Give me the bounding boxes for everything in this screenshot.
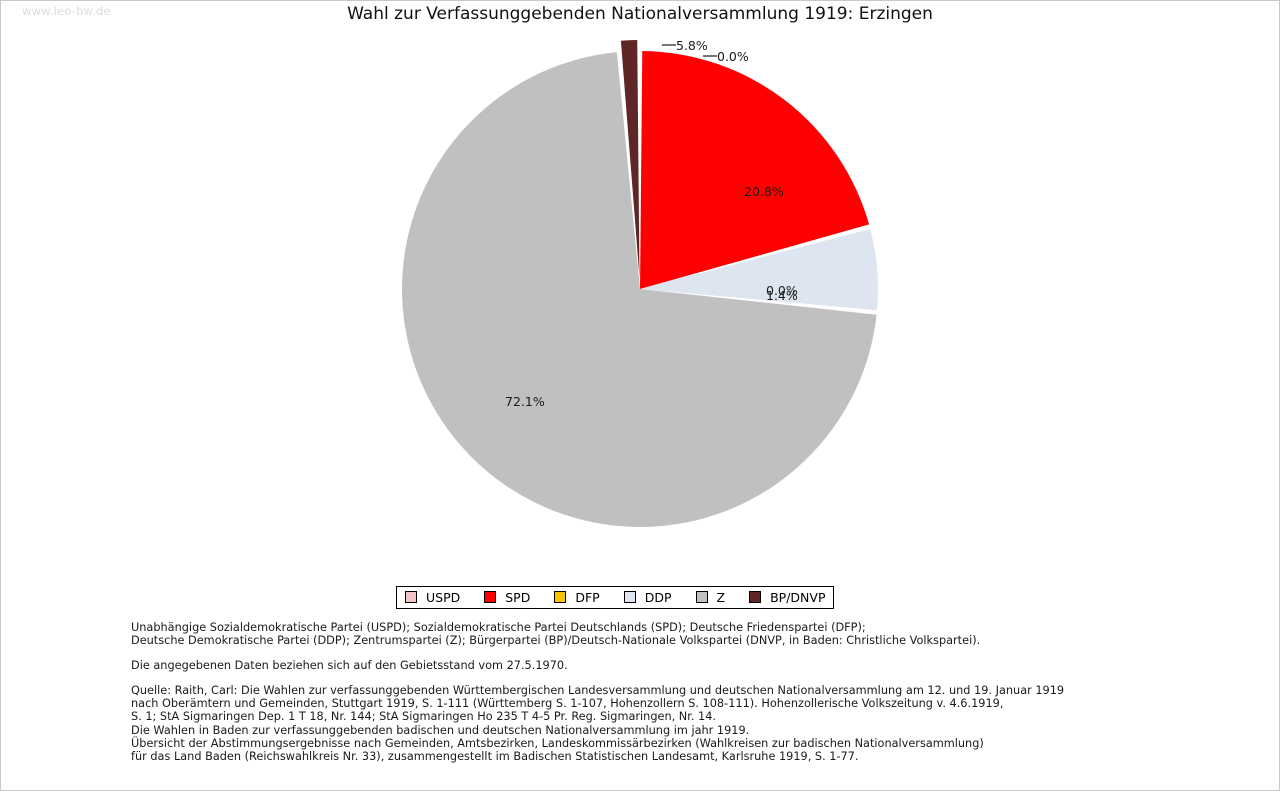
pie-chart-svg xyxy=(401,40,878,528)
footnote-line: Übersicht der Abstimmungsergebnisse nach… xyxy=(131,736,984,750)
legend-label: SPD xyxy=(505,589,531,605)
legend-label: USPD xyxy=(426,589,461,605)
slice-label-bpdnvp: 1.4% xyxy=(766,288,798,303)
slice-label-z: 72.1% xyxy=(505,394,545,409)
legend-entry-spd[interactable]: SPD xyxy=(484,590,530,605)
legend-label: Z xyxy=(716,589,726,605)
chart-title: Wahl zur Verfassunggebenden Nationalvers… xyxy=(347,4,933,24)
pie-leader-lines xyxy=(662,44,717,57)
footnote-block: Quelle: Raith, Carl: Die Wahlen zur verf… xyxy=(131,684,1191,763)
pie-slice-ddp[interactable] xyxy=(640,228,878,311)
legend-swatch-icon xyxy=(749,591,762,603)
footnote-block: Die angegebenen Daten beziehen sich auf … xyxy=(131,659,1191,672)
footnote-line: nach Oberämtern und Gemeinden, Stuttgart… xyxy=(131,697,1004,711)
legend-swatch-icon xyxy=(405,591,417,603)
footnote-line: Die Wahlen in Baden zur verfassunggebend… xyxy=(131,723,750,737)
legend-swatch-icon xyxy=(484,591,497,603)
pie-slice-spd[interactable] xyxy=(640,51,870,290)
legend-swatch-icon xyxy=(623,591,636,603)
footnote-line: Deutsche Demokratische Partei (DDP); Zen… xyxy=(131,634,981,648)
legend-entry-z[interactable]: Z xyxy=(695,589,726,605)
legend-swatch-icon xyxy=(695,591,708,603)
pie-slice-z[interactable] xyxy=(401,52,877,528)
legend-label: DDP xyxy=(644,589,672,605)
legend-label: DFP xyxy=(575,589,600,605)
legend-label: BP/DNVP xyxy=(770,589,826,605)
footnotes: Unabhängige Sozialdemokratische Partei (… xyxy=(131,621,1191,763)
pie-slice-bp-dnvp[interactable] xyxy=(620,40,640,279)
legend-entry-dfp[interactable]: DFP xyxy=(554,589,600,605)
pie-chart: 5.8% 0.0% 20.8% 0.0% 1.4% 72.1% xyxy=(401,38,878,528)
slice-label-ddp: 5.8% xyxy=(676,38,708,53)
legend-entry-ddp[interactable]: DDP xyxy=(623,589,672,605)
footnote-line: für das Land Baden (Reichswahlkreis Nr. … xyxy=(131,749,859,763)
chart-legend: USPD SPD DFP DDP Z BP/DNVP xyxy=(396,586,835,609)
legend-entry-bp-dnvp[interactable]: BP/DNVP xyxy=(749,590,825,605)
pie-slice-group xyxy=(401,40,878,528)
legend-entry-uspd[interactable]: USPD xyxy=(405,590,460,605)
slice-label-dfp: 0.0% xyxy=(766,283,798,298)
legend-swatch-icon xyxy=(554,591,567,603)
footnote-block: Unabhängige Sozialdemokratische Partei (… xyxy=(131,621,1191,647)
site-watermark: www.leo-bw.de xyxy=(22,4,111,18)
slice-label-uspd: 0.0% xyxy=(717,49,749,64)
footnote-line: Unabhängige Sozialdemokratische Partei (… xyxy=(131,621,866,634)
footnote-line: Quelle: Raith, Carl: Die Wahlen zur verf… xyxy=(131,684,1065,698)
slice-label-spd: 20.8% xyxy=(744,184,784,199)
footnote-line: Die angegebenen Daten beziehen sich auf … xyxy=(131,659,568,673)
footnote-line: S. 1; StA Sigmaringen Dep. 1 T 18, Nr. 1… xyxy=(131,710,716,724)
